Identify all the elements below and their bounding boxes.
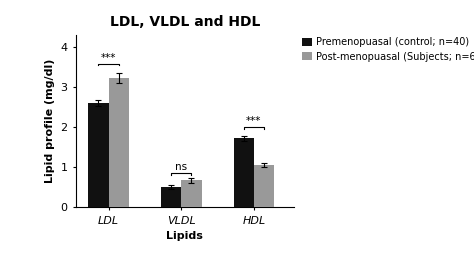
Bar [161, 187, 181, 207]
Bar [234, 138, 254, 207]
Bar [181, 180, 201, 207]
Bar [254, 165, 274, 207]
Legend: Premenopuasal (control; n=40), Post-menopuasal (Subjects; n=60): Premenopuasal (control; n=40), Post-meno… [301, 36, 474, 63]
Bar [109, 78, 129, 207]
Title: LDL, VLDL and HDL: LDL, VLDL and HDL [109, 15, 260, 29]
X-axis label: Lipids: Lipids [166, 231, 203, 241]
Y-axis label: Lipid profile (mg/dl): Lipid profile (mg/dl) [45, 59, 55, 183]
Text: ns: ns [175, 162, 187, 172]
Text: ***: *** [101, 52, 116, 63]
Bar [88, 103, 109, 207]
Text: ***: *** [246, 117, 262, 126]
